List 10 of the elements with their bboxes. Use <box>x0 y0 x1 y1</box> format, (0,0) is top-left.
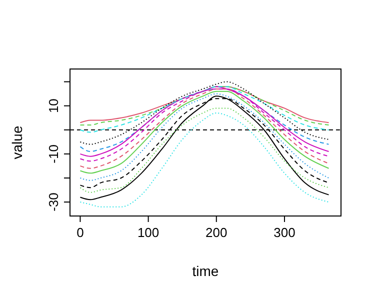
y-tick-label: -10 <box>46 144 61 164</box>
x-tick-label: 300 <box>274 225 296 240</box>
y-tick-label: 10 <box>46 98 61 114</box>
x-tick-label: 100 <box>137 225 160 240</box>
line-series <box>80 112 330 208</box>
x-tick-label: 200 <box>206 225 228 240</box>
y-tick-label: -30 <box>46 192 61 212</box>
y-axis-title: value <box>9 126 25 160</box>
x-axis-title: time <box>192 263 219 279</box>
x-tick-label: 0 <box>76 225 84 240</box>
